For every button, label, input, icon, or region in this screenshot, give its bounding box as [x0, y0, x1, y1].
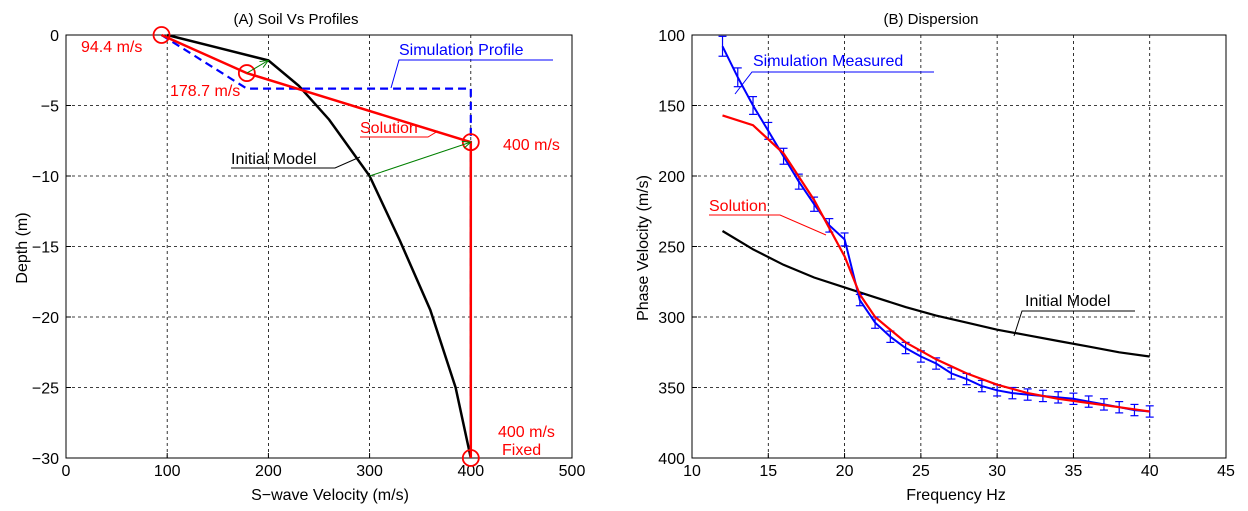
- simulation-measured-leader: [734, 71, 934, 95]
- initial-model-leader-a: [231, 156, 361, 169]
- chart-b-xtick-label: 10: [683, 463, 701, 480]
- annot-fixed: Fixed: [502, 442, 541, 459]
- annot-94-4: 94.4 m/s: [81, 39, 142, 56]
- chart-a-ytick-label: −25: [32, 381, 59, 398]
- chart-b-ytick-label: 400: [658, 451, 685, 468]
- chart-a-title: (A) Soil Vs Profiles: [233, 11, 358, 28]
- label-solution-b: Solution: [709, 198, 767, 215]
- chart-a-ytick-label: −30: [32, 451, 59, 468]
- layer-point-circle: [461, 449, 480, 467]
- chart-b-ytick-label: 150: [658, 99, 685, 116]
- solution-leader-b: [709, 214, 827, 236]
- solution-leader-a: [360, 130, 439, 138]
- simulation-measured-curve: [721, 45, 1150, 413]
- layer-point-circle: [237, 64, 256, 82]
- chart-b-title: (B) Dispersion: [883, 11, 978, 28]
- chart-a-ytick-label: −20: [32, 310, 59, 327]
- chart-b-ytick-label: 300: [658, 310, 685, 327]
- arrow-line: [369, 141, 471, 177]
- chart-b-xlabel: Frequency Hz: [906, 487, 1006, 504]
- chart-a-xtick-label: 100: [154, 463, 181, 480]
- chart-b-xtick-label: 15: [759, 463, 777, 480]
- layer-point-circle: [152, 26, 171, 44]
- solution-curve: [722, 114, 1150, 413]
- label-initial-model-b: Initial Model: [1025, 293, 1110, 310]
- chart-b-xtick-label: 45: [1217, 463, 1235, 480]
- label-simulation-profile: Simulation Profile: [399, 42, 524, 59]
- label-solution-a: Solution: [360, 120, 418, 137]
- chart-b-xtick-label: 35: [1065, 463, 1083, 480]
- label-initial-model-a: Initial Model: [231, 151, 316, 168]
- initial-model-leader-b: [1013, 310, 1135, 337]
- chart-b-xtick-label: 30: [988, 463, 1006, 480]
- chart-a-ytick-label: −15: [32, 240, 59, 257]
- arrow-head: [461, 140, 473, 149]
- chart-a-xtick-label: 400: [457, 463, 484, 480]
- chart-a-ytick-label: 0: [50, 28, 59, 45]
- annot-400-top: 400 m/s: [503, 137, 560, 154]
- chart-a-xtick-label: 300: [356, 463, 383, 480]
- chart-a-xtick-label: 200: [255, 463, 282, 480]
- solution-line: [160, 33, 473, 458]
- chart-b-ytick-label: 100: [658, 28, 685, 45]
- chart-b-xtick-label: 25: [912, 463, 930, 480]
- arrow-line: [246, 59, 269, 74]
- chart-soil-vs-profiles: 0 100 200 300 400 500 0 −5 −10 −15 −20 −25 −30: [32, 26, 586, 480]
- initial-model-curve: [721, 230, 1150, 358]
- chart-b-xtick-label: 40: [1141, 463, 1159, 480]
- layer-point-circle: [461, 133, 480, 152]
- chart-a-xlabel: S−wave Velocity (m/s): [251, 487, 409, 504]
- chart-a-xtick-label: 0: [62, 463, 71, 480]
- chart-dispersion: 10 15 20 25 30 35 40 45 100 150 200 250 300 350 400: [658, 28, 1235, 480]
- chart-a-ytick-label: −5: [41, 99, 59, 116]
- simulation-profile-leader: [390, 59, 553, 89]
- annot-400-bottom: 400 m/s: [498, 424, 555, 441]
- chart-b-xtick-label: 20: [836, 463, 854, 480]
- chart-b-ytick-label: 250: [658, 240, 685, 257]
- annot-178-7: 178.7 m/s: [170, 83, 240, 100]
- chart-b-ytick-label: 200: [658, 169, 685, 186]
- chart-a-ylabel: Depth (m): [14, 212, 31, 283]
- chart-b-ytick-label: 350: [658, 381, 685, 398]
- label-simulation-measured: Simulation Measured: [753, 53, 903, 70]
- initial-model-line: [166, 33, 473, 459]
- chart-a-xtick-label: 500: [559, 463, 586, 480]
- arrow-head: [259, 59, 270, 68]
- chart-b-ylabel: Phase Velocity (m/s): [635, 175, 652, 321]
- chart-a-ytick-label: −10: [32, 169, 59, 186]
